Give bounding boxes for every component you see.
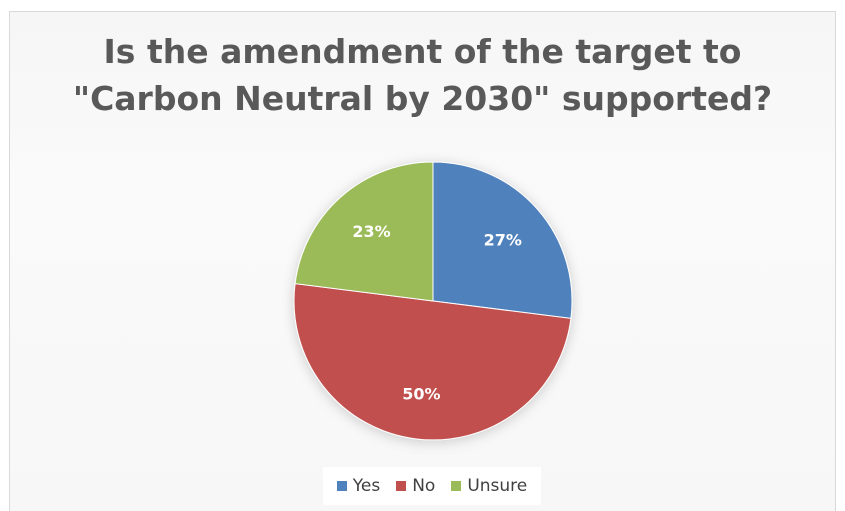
chart-title: Is the amendment of the target to "Carbo… — [0, 28, 845, 122]
legend-label-yes: Yes — [352, 476, 381, 496]
legend-item-yes: Yes — [336, 476, 381, 496]
legend-label-unsure: Unsure — [467, 476, 528, 496]
legend-swatch-unsure — [451, 481, 462, 491]
legend-label-no: No — [412, 476, 436, 496]
legend-swatch-no — [396, 481, 407, 491]
data-label-unsure: 23% — [352, 222, 390, 241]
chart-title-line-2: "Carbon Neutral by 2030" supported? — [72, 79, 773, 118]
data-label-yes: 27% — [484, 230, 522, 249]
legend-item-unsure: Unsure — [451, 476, 527, 496]
data-label-no: 50% — [402, 384, 440, 403]
chart-title-line-1: Is the amendment of the target to — [103, 32, 742, 71]
pie-slice-unsure — [294, 161, 434, 302]
legend-swatch-yes — [336, 481, 347, 491]
pie-slice-yes — [432, 161, 573, 319]
pie-slice-no — [293, 283, 572, 441]
legend: Yes No Unsure — [323, 467, 541, 505]
legend-item-no: No — [396, 476, 435, 496]
